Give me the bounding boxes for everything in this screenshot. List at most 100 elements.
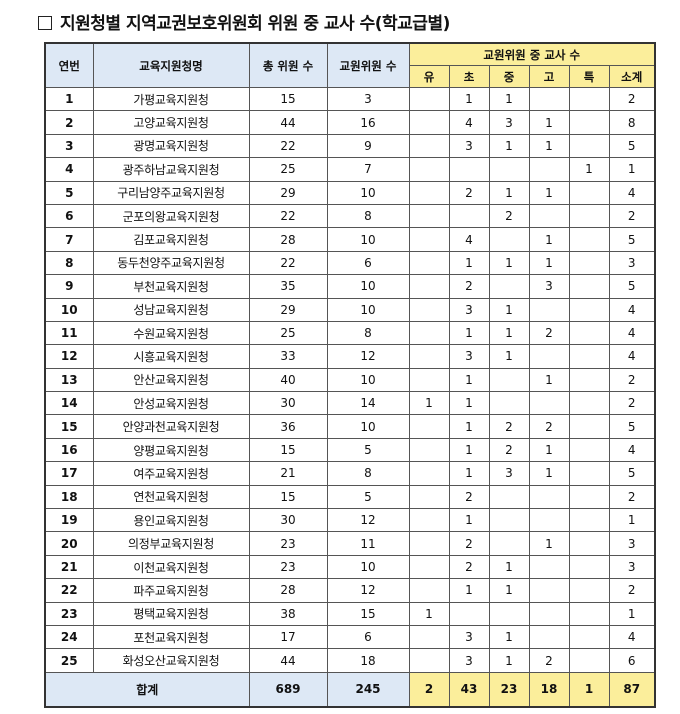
cell-total: 38	[248, 601, 328, 626]
cell-subtotal: 4	[608, 344, 656, 369]
cell-high	[528, 554, 570, 580]
cell-total: 21	[248, 461, 328, 486]
cell-middle: 1	[488, 86, 530, 112]
cell-special	[568, 648, 610, 673]
cell-elementary: 3	[448, 133, 490, 159]
cell-kindergarten	[408, 227, 450, 252]
header-level-elementary: 초	[448, 65, 490, 88]
table-row: 4 광주하남교육지원청 25 7 1 1	[44, 157, 656, 182]
cell-no: 21	[44, 554, 94, 580]
total-elementary: 43	[448, 671, 490, 708]
cell-no: 18	[44, 484, 94, 510]
cell-total: 28	[248, 227, 328, 252]
cell-high	[528, 203, 570, 229]
table-row: 16 양평교육지원청 15 5 1 2 1 4	[44, 437, 656, 463]
cell-kindergarten	[408, 484, 450, 510]
cell-no: 3	[44, 133, 94, 159]
header-level-subtotal: 소계	[608, 65, 656, 88]
cell-middle: 1	[488, 554, 530, 580]
cell-high: 1	[528, 227, 570, 252]
cell-subtotal: 4	[608, 437, 656, 463]
total-members-sum: 689	[248, 671, 328, 708]
cell-teacher: 10	[326, 367, 410, 393]
cell-special: 1	[568, 157, 610, 182]
cell-high: 1	[528, 437, 570, 463]
checkbox-bullet-icon	[38, 16, 52, 30]
cell-high	[528, 578, 570, 603]
cell-office: 부천교육지원청	[92, 274, 250, 299]
cell-subtotal: 3	[608, 531, 656, 556]
table-row: 20 의정부교육지원청 23 11 2 1 3	[44, 531, 656, 556]
cell-office: 광명교육지원청	[92, 133, 250, 159]
teacher-members-sum: 245	[326, 671, 410, 708]
cell-special	[568, 624, 610, 650]
cell-elementary: 1	[448, 250, 490, 276]
cell-teacher: 7	[326, 157, 410, 182]
header-teacher-group: 교원위원 중 교사 수	[408, 42, 656, 66]
cell-middle: 1	[488, 250, 530, 276]
total-subtotal: 87	[608, 671, 656, 708]
cell-subtotal: 3	[608, 250, 656, 276]
cell-teacher: 10	[326, 227, 410, 252]
cell-middle: 2	[488, 203, 530, 229]
cell-subtotal: 6	[608, 648, 656, 673]
cell-elementary: 1	[448, 414, 490, 439]
table-row: 2 고양교육지원청 44 16 4 3 1 8	[44, 110, 656, 135]
cell-total: 35	[248, 274, 328, 299]
cell-middle: 2	[488, 414, 530, 439]
cell-high: 3	[528, 274, 570, 299]
cell-kindergarten	[408, 297, 450, 322]
cell-no: 25	[44, 648, 94, 673]
cell-middle	[488, 367, 530, 393]
cell-special	[568, 554, 610, 580]
cell-subtotal: 1	[608, 508, 656, 533]
table-row: 22 파주교육지원청 28 12 1 1 2	[44, 578, 656, 603]
cell-kindergarten	[408, 133, 450, 159]
cell-kindergarten: 1	[408, 601, 450, 626]
cell-total: 25	[248, 320, 328, 346]
cell-elementary: 3	[448, 344, 490, 369]
cell-teacher: 10	[326, 414, 410, 439]
cell-no: 20	[44, 531, 94, 556]
cell-total: 15	[248, 484, 328, 510]
cell-high	[528, 297, 570, 322]
cell-middle	[488, 508, 530, 533]
total-special: 1	[568, 671, 610, 708]
cell-elementary: 1	[448, 578, 490, 603]
header-office: 교육지원청명	[92, 42, 250, 88]
cell-subtotal: 2	[608, 367, 656, 393]
page-title: 지원청별 지역교권보호위원회 위원 중 교사 수(학교급별)	[38, 9, 450, 34]
cell-office: 여주교육지원청	[92, 461, 250, 486]
table-row: 7 김포교육지원청 28 10 4 1 5	[44, 227, 656, 252]
cell-high	[528, 601, 570, 626]
table-row: 18 연천교육지원청 15 5 2 2	[44, 484, 656, 510]
cell-elementary: 1	[448, 391, 490, 416]
cell-total: 17	[248, 624, 328, 650]
table-row: 10 성남교육지원청 29 10 3 1 4	[44, 297, 656, 322]
cell-subtotal: 4	[608, 320, 656, 346]
cell-middle: 1	[488, 133, 530, 159]
cell-no: 19	[44, 508, 94, 533]
cell-middle	[488, 274, 530, 299]
cell-no: 10	[44, 297, 94, 322]
table-row: 8 동두천양주교육지원청 22 6 1 1 1 3	[44, 250, 656, 276]
table-row: 19 용인교육지원청 30 12 1 1	[44, 508, 656, 533]
cell-office: 안성교육지원청	[92, 391, 250, 416]
cell-middle: 1	[488, 624, 530, 650]
cell-high: 2	[528, 320, 570, 346]
cell-teacher: 12	[326, 578, 410, 603]
cell-office: 김포교육지원청	[92, 227, 250, 252]
cell-total: 44	[248, 110, 328, 135]
cell-office: 시흥교육지원청	[92, 344, 250, 369]
total-middle: 23	[488, 671, 530, 708]
cell-no: 17	[44, 461, 94, 486]
header-teacher-members: 교원위원 수	[326, 42, 410, 88]
table-row: 23 평택교육지원청 38 15 1 1	[44, 601, 656, 626]
cell-no: 4	[44, 157, 94, 182]
cell-kindergarten	[408, 320, 450, 346]
cell-office: 안산교육지원청	[92, 367, 250, 393]
cell-subtotal: 4	[608, 180, 656, 205]
cell-no: 5	[44, 180, 94, 205]
cell-high	[528, 391, 570, 416]
cell-total: 30	[248, 391, 328, 416]
